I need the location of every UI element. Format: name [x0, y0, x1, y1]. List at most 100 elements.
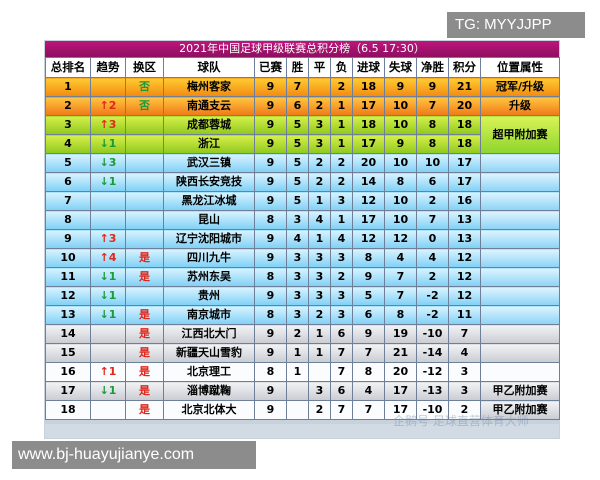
cell-team: 南京城市: [163, 305, 255, 325]
cell-played: 9: [254, 153, 287, 173]
cell-loss: 2: [330, 172, 353, 192]
cell-position-attr: [480, 267, 560, 287]
header-row: 总排名 趋势 换区 球队 已赛 胜 平 负 进球 失球 净胜 积分 位置属性: [45, 57, 560, 78]
cell-goals-against: 8: [384, 305, 417, 325]
table-row: 4 ↓1 浙江 9 5 3 1 17 9 8 18: [45, 134, 560, 154]
cell-team: 黑龙江冰城: [163, 191, 255, 211]
cell-goal-diff: 4: [416, 248, 449, 268]
table-row: 16 ↑1 是北京理工 8 1 7 8 20 -12 3: [45, 362, 560, 382]
cell-trend: ↑4: [90, 248, 126, 268]
cell-trend: [90, 191, 126, 211]
cell-zone: [125, 153, 164, 173]
cell-position-attr: [480, 172, 560, 192]
cell-zone: [125, 191, 164, 211]
table-row: 15 是新疆天山雪豹 9 1 1 7 7 21 -14 4: [45, 343, 560, 363]
cell-win: [286, 381, 309, 401]
cell-points: 12: [448, 286, 481, 306]
cell-zone: [125, 134, 164, 154]
cell-draw: 4: [308, 210, 331, 230]
cell-loss: 1: [330, 210, 353, 230]
cell-rank: 16: [45, 362, 91, 382]
cell-loss: 2: [330, 77, 353, 97]
cell-team: 江西北大门: [163, 324, 255, 344]
cell-goals-against: 21: [384, 343, 417, 363]
cell-team: 梅州客家: [163, 77, 255, 97]
cell-team: 贵州: [163, 286, 255, 306]
cell-goals-for: 7: [352, 343, 385, 363]
cell-loss: 6: [330, 324, 353, 344]
cell-win: 5: [286, 153, 309, 173]
cell-loss: 1: [330, 115, 353, 135]
cell-trend: [90, 77, 126, 97]
table-row: 18 是北京北体大 9 2 7 7 17 -10 2 甲乙附加赛: [45, 400, 560, 420]
cell-goal-diff: 7: [416, 210, 449, 230]
header-team: 球队: [163, 57, 255, 78]
cell-goals-against: 17: [384, 400, 417, 420]
cell-goals-for: 5: [352, 286, 385, 306]
cell-goals-against: 20: [384, 362, 417, 382]
cell-zone: 否: [125, 96, 164, 116]
cell-goals-for: 18: [352, 115, 385, 135]
table-row: 17 ↓1 是淄博蹴鞠 9 3 6 4 17 -13 3 甲乙附加赛: [45, 381, 560, 401]
cell-team: 辽宁沈阳城市: [163, 229, 255, 249]
table-row: 1 否梅州客家 9 7 2 18 9 9 21 冠军/升级: [45, 77, 560, 97]
cell-loss: 3: [330, 248, 353, 268]
cell-win: 3: [286, 248, 309, 268]
cell-points: 18: [448, 134, 481, 154]
table-row: 9 ↑3 辽宁沈阳城市 9 4 1 4 12 12 0 13: [45, 229, 560, 249]
cell-draw: 1: [308, 343, 331, 363]
cell-played: 8: [254, 305, 287, 325]
cell-rank: 4: [45, 134, 91, 154]
cell-goals-for: 8: [352, 362, 385, 382]
cell-position-attr: 超甲附加赛: [480, 115, 560, 154]
cell-position-attr: 甲乙附加赛: [480, 400, 560, 420]
cell-played: 9: [254, 343, 287, 363]
cell-goal-diff: -10: [416, 324, 449, 344]
cell-played: 9: [254, 324, 287, 344]
header-position-attr: 位置属性: [480, 57, 560, 78]
header-goals-for: 进球: [352, 57, 385, 78]
cell-team: 四川九牛: [163, 248, 255, 268]
cell-played: 9: [254, 229, 287, 249]
cell-goals-against: 7: [384, 267, 417, 287]
cell-zone: 是: [125, 267, 164, 287]
cell-played: 9: [254, 381, 287, 401]
cell-goals-for: 12: [352, 191, 385, 211]
cell-rank: 14: [45, 324, 91, 344]
table-row: 6 ↓1 陕西长安竞技 9 5 2 2 14 8 6 17: [45, 172, 560, 192]
cell-loss: 2: [330, 153, 353, 173]
cell-goal-diff: 6: [416, 172, 449, 192]
table-row: 3 ↑3 成都蓉城 9 5 3 1 18 10 8 18 超甲附加赛: [45, 115, 560, 154]
cell-goals-for: 18: [352, 77, 385, 97]
cell-draw: 3: [308, 267, 331, 287]
cell-position-attr: [480, 362, 560, 382]
cell-win: 3: [286, 210, 309, 230]
header-draw: 平: [308, 57, 331, 78]
cell-draw: 3: [308, 115, 331, 135]
cell-team: 北京北体大: [163, 400, 255, 420]
cell-position-attr: [480, 153, 560, 173]
cell-trend: ↓1: [90, 134, 126, 154]
cell-team: 南通支云: [163, 96, 255, 116]
cell-points: 2: [448, 400, 481, 420]
cell-loss: 3: [330, 305, 353, 325]
cell-rank: 5: [45, 153, 91, 173]
cell-rank: 11: [45, 267, 91, 287]
cell-team: 成都蓉城: [163, 115, 255, 135]
cell-played: 8: [254, 362, 287, 382]
cell-played: 9: [254, 286, 287, 306]
cell-win: 5: [286, 172, 309, 192]
cell-points: 7: [448, 324, 481, 344]
cell-win: 1: [286, 343, 309, 363]
cell-team: 浙江: [163, 134, 255, 154]
cell-win: 4: [286, 229, 309, 249]
cell-draw: 2: [308, 305, 331, 325]
table-row: 14 是江西北大门 9 2 1 6 9 19 -10 7: [45, 324, 560, 344]
cell-team: 北京理工: [163, 362, 255, 382]
cell-zone: [125, 210, 164, 230]
cell-points: 12: [448, 267, 481, 287]
cell-goals-for: 8: [352, 248, 385, 268]
cell-goals-against: 10: [384, 191, 417, 211]
cell-win: 6: [286, 96, 309, 116]
cell-played: 9: [254, 172, 287, 192]
